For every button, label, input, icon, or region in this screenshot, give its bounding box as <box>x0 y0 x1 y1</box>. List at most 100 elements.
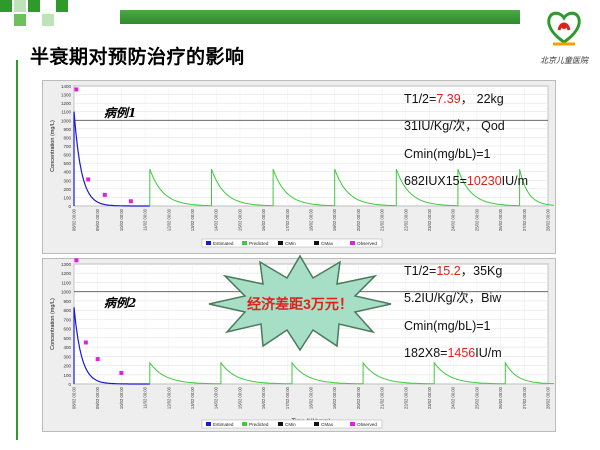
predicted-series <box>395 168 458 207</box>
x-tick-label: 16/02 00:00 <box>261 386 266 409</box>
case-2-dose: 5.2IU/Kg/次，Biw <box>404 291 502 306</box>
callout-starburst <box>208 254 392 352</box>
hospital-logo: 北京儿童医院 <box>533 8 595 65</box>
x-tick-label: 25/02 00:00 <box>474 208 479 231</box>
predicted-series <box>149 168 212 207</box>
predicted-series <box>220 361 292 385</box>
observed-point <box>128 199 133 204</box>
concentration-chart-1: 0 100 200 300 400 500 600 700 800 900 1000 1100 1200… <box>50 84 554 248</box>
header-bar <box>120 10 520 24</box>
x-tick-label: 15/02 00:00 <box>237 386 242 409</box>
x-tick-label: 27/02 00:00 <box>522 386 527 409</box>
case-1-cmin: Cmin(mg/bL)=1 <box>404 146 491 161</box>
y-tick-label: 400 <box>63 170 71 175</box>
legend-swatch <box>314 241 319 245</box>
legend-swatch <box>242 241 247 245</box>
legend-swatch <box>350 422 355 426</box>
legend-label: CMin <box>285 241 296 246</box>
case-2-halflife: T1/2=15.2，35Kg <box>404 264 503 278</box>
predicted-series <box>362 361 435 385</box>
x-tick-label: 14/02 00:00 <box>214 386 219 409</box>
x-tick-label: 24/02 00:00 <box>451 208 456 231</box>
x-tick-label: 20/02 00:00 <box>356 208 361 231</box>
y-tick-label: 1300 <box>61 93 72 98</box>
x-tick-label: 27/02 00:00 <box>522 208 527 231</box>
legend-label: Estimated <box>213 422 234 427</box>
case-1-halflife: T1/2=7.39， 22kg <box>404 92 504 106</box>
x-tick-label: 28/02 00:00 <box>546 386 551 409</box>
x-tick-label: 08/02 00:00 <box>72 386 77 409</box>
y-axis-label: Concentration (mg/L) <box>50 298 56 350</box>
x-tick-label: 17/02 00:00 <box>285 386 290 409</box>
x-tick-label: 16/02 00:00 <box>261 208 266 231</box>
case-2-info: T1/2=15.2，35Kg 5.2IU/Kg/次，Biw Cmin(mg/bL… <box>404 264 552 361</box>
observed-point <box>95 357 100 362</box>
case-1-total: 682IUX15=10230IU/m <box>404 174 529 189</box>
x-tick-label: 19/02 00:00 <box>332 208 337 231</box>
y-tick-label: 1200 <box>61 101 72 106</box>
x-tick-label: 22/02 00:00 <box>403 386 408 409</box>
case-2-cmin: Cmin(mg/bL)=1 <box>404 318 491 333</box>
y-tick-label: 900 <box>63 299 71 304</box>
case-1-dose: 31IU/Kg/次， Qod <box>404 119 505 134</box>
estimated-series <box>73 307 150 385</box>
y-tick-label: 1000 <box>61 118 72 123</box>
x-tick-label: 12/02 00:00 <box>166 208 171 231</box>
y-tick-label: 1100 <box>61 110 71 115</box>
predicted-series <box>291 361 364 385</box>
logo-text: 北京儿童医院 <box>540 56 588 65</box>
x-tick-label: 26/02 00:00 <box>498 208 503 231</box>
y-tick-label: 400 <box>63 345 71 350</box>
observed-point <box>74 87 79 92</box>
left-divider <box>16 60 18 440</box>
x-tick-label: 28/02 00:00 <box>546 208 551 231</box>
x-tick-label: 25/02 00:00 <box>474 386 479 409</box>
legend-swatch <box>242 422 247 426</box>
x-tick-label: 13/02 00:00 <box>190 208 195 231</box>
y-tick-label: 1400 <box>61 84 72 89</box>
y-tick-label: 0 <box>68 204 71 209</box>
x-tick-label: 09/02 00:00 <box>95 208 100 231</box>
case-2-label: 病例2 <box>104 296 137 310</box>
legend-label: Predicted <box>249 422 269 427</box>
y-tick-label: 100 <box>63 373 71 378</box>
y-tick-label: 800 <box>63 135 71 140</box>
y-tick-label: 200 <box>63 187 71 192</box>
estimated-series <box>73 111 150 207</box>
x-tick-label: 09/02 00:00 <box>95 386 100 409</box>
x-tick-label: 18/02 00:00 <box>309 386 314 409</box>
legend-label: CMin <box>285 422 296 427</box>
case-1-label: 病例1 <box>104 106 137 120</box>
y-axis-label: Concentration (mg/L) <box>50 120 56 172</box>
legend-box <box>201 238 383 248</box>
x-tick-label: 21/02 00:00 <box>380 208 385 231</box>
observed-point <box>86 177 91 182</box>
y-tick-label: 700 <box>63 144 71 149</box>
predicted-series <box>519 168 554 206</box>
case-1-info: T1/2=7.39， 22kg 31IU/Kg/次， Qod Cmin(mg/b… <box>404 92 552 189</box>
x-tick-label: 17/02 00:00 <box>285 208 290 231</box>
legend-swatch <box>206 241 211 245</box>
legend-label: Observed <box>357 241 377 246</box>
y-tick-label: 600 <box>63 327 71 332</box>
y-tick-label: 500 <box>63 336 71 341</box>
y-tick-label: 700 <box>63 317 71 322</box>
legend-swatch <box>314 422 319 426</box>
predicted-series <box>334 168 397 207</box>
x-tick-label: 23/02 00:00 <box>427 386 432 409</box>
y-tick-label: 100 <box>63 195 71 200</box>
x-tick-label: 11/02 00:00 <box>143 386 148 408</box>
x-tick-label: 19/02 00:00 <box>332 386 337 409</box>
y-tick-label: 1000 <box>61 290 72 295</box>
legend-label: Observed <box>357 422 377 427</box>
x-tick-label: 12/02 00:00 <box>166 386 171 409</box>
y-tick-label: 800 <box>63 308 71 313</box>
legend-swatch <box>278 422 283 426</box>
observed-point <box>102 192 107 197</box>
legend-swatch <box>278 241 283 245</box>
y-tick-label: 200 <box>63 364 71 369</box>
x-tick-label: 20/02 00:00 <box>356 386 361 409</box>
legend-box <box>201 419 383 429</box>
y-tick-label: 500 <box>63 161 71 166</box>
x-tick-label: 13/02 00:00 <box>190 386 195 409</box>
